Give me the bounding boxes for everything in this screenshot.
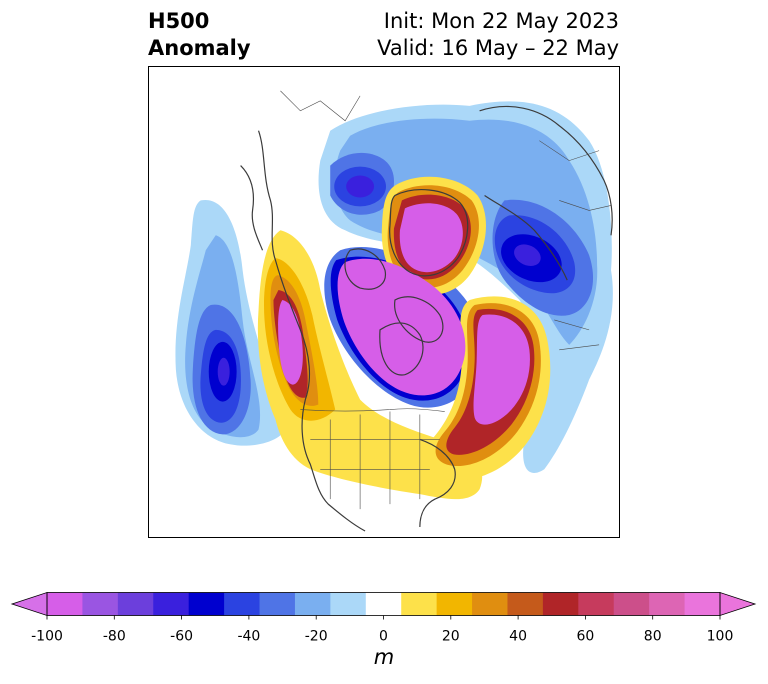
colorbar-segments: [47, 592, 721, 616]
greenland-ridge: [381, 176, 486, 296]
colorbar-segment: [259, 592, 296, 616]
colorbar-extend-min: [10, 591, 48, 617]
colorbar-tick-label: -20: [305, 629, 328, 645]
colorbar-segment: [507, 592, 544, 616]
map-title-line1: H500: [148, 9, 210, 33]
colorbar-segment: [542, 592, 579, 616]
colorbar-segment: [649, 592, 686, 616]
colorbar-tick-label: 60: [576, 629, 594, 645]
colorbar-segment: [47, 592, 83, 616]
colorbar-tick-label: -40: [237, 629, 260, 645]
colorbar-tick-label: -100: [31, 629, 63, 645]
colorbar-tick-label: 100: [707, 629, 734, 645]
map-title: H500 Anomaly: [148, 8, 251, 62]
colorbar-segment: [436, 592, 473, 616]
colorbar-unit-label: m: [373, 645, 395, 669]
west-coast-ridge: [257, 230, 483, 500]
colorbar-tick-label: -80: [103, 629, 126, 645]
colorbar-segment: [224, 592, 261, 616]
colorbar-segment: [578, 592, 615, 616]
colorbar-segment: [684, 592, 721, 616]
colorbar-tick-label: 20: [442, 629, 460, 645]
colorbar-segment: [153, 592, 190, 616]
colorbar-segment: [188, 592, 225, 616]
colorbar-segment: [401, 592, 438, 616]
anomaly-map: [148, 66, 620, 538]
coastlines: [240, 105, 613, 532]
borders: [280, 90, 612, 510]
colorbar-ticks: -100 -80 -60 -40 -20 0 20 40 60 80 100: [31, 615, 734, 645]
colorbar-segment: [613, 592, 650, 616]
pacific-low: [175, 199, 287, 446]
colorbar-segment: [472, 592, 508, 616]
colorbar-segment: [294, 592, 331, 616]
atlantic-ridge: [425, 296, 551, 481]
central-negative: [337, 258, 466, 396]
colorbar-extend-max: [719, 591, 757, 617]
map-svg: [175, 90, 613, 532]
colorbar-tick-label: 40: [509, 629, 527, 645]
colorbar-tick-label: 0: [379, 629, 388, 645]
colorbar-segment: [330, 592, 367, 616]
colorbar-tick-label: 80: [644, 629, 662, 645]
date-info: Init: Mon 22 May 2023 Valid: 16 May – 22…: [377, 8, 619, 62]
colorbar: -100 -80 -60 -40 -20 0 20 40 60 80 100: [10, 591, 757, 645]
colorbar-segment: [82, 592, 119, 616]
valid-range: Valid: 16 May – 22 May: [377, 36, 619, 60]
init-date: Init: Mon 22 May 2023: [383, 9, 619, 33]
colorbar-tick-label: -60: [170, 629, 193, 645]
colorbar-segment: [365, 592, 402, 616]
map-title-line2: Anomaly: [148, 36, 251, 60]
colorbar-segment: [117, 592, 154, 616]
